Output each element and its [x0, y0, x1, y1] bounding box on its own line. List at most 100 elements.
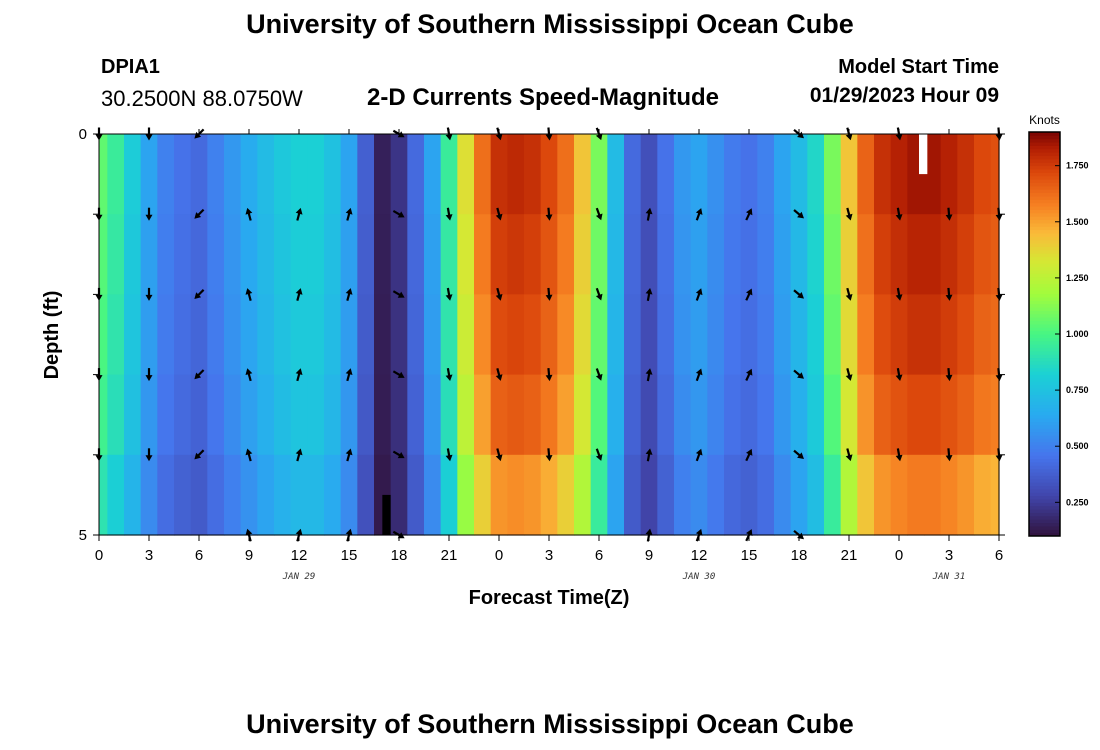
heatmap-cell: [374, 214, 392, 295]
heatmap-cell: [607, 294, 625, 376]
colorbar-swatch: [1029, 492, 1060, 497]
current-arrow: [845, 207, 853, 221]
x-tick-label: 6: [195, 547, 203, 564]
colorbar-swatch: [1029, 135, 1060, 140]
colorbar-swatch: [1029, 340, 1060, 345]
heatmap-cell: [574, 294, 592, 376]
heatmap-cell: [157, 294, 175, 376]
missing-data-cell: [382, 494, 391, 535]
x-tick-label: 0: [95, 547, 103, 564]
heatmap-cell: [690, 134, 708, 215]
colorbar-swatch: [1029, 468, 1060, 473]
colorbar-swatch: [1029, 529, 1060, 534]
colorbar-swatch: [1029, 185, 1060, 190]
heatmap-cell: [990, 454, 1000, 536]
heatmap-cell: [524, 214, 542, 295]
heatmap-cell: [924, 294, 942, 376]
heatmap-cell: [340, 374, 358, 456]
current-arrow: [793, 128, 804, 139]
current-arrow: [445, 287, 453, 301]
x-tick-label: 21: [841, 547, 858, 564]
station-id: DPIA1: [101, 56, 160, 78]
current-arrow: [945, 207, 953, 221]
x-tick-label: 18: [791, 547, 808, 564]
heatmap-cell: [157, 214, 175, 295]
heatmap-cell: [624, 134, 642, 215]
current-arrow: [695, 368, 703, 382]
current-arrow: [345, 448, 353, 462]
colorbar-swatch: [1029, 394, 1060, 399]
heatmap-cell: [824, 374, 842, 456]
heatmap-cell: [407, 294, 425, 376]
current-arrow: [793, 369, 804, 379]
heatmap-cell: [107, 374, 125, 456]
heatmap-cell: [274, 374, 292, 456]
current-arrow: [845, 368, 853, 381]
colorbar-swatch: [1029, 226, 1060, 231]
colorbar-swatch: [1029, 263, 1060, 268]
heatmap-cell: [757, 134, 775, 215]
heatmap-cell: [557, 294, 575, 376]
current-arrow: [845, 287, 853, 301]
heatmap-cell: [224, 214, 242, 295]
colorbar-swatch: [1029, 327, 1060, 332]
heatmap-cell: [907, 454, 925, 536]
heatmap-cell: [390, 454, 408, 536]
heatmap-cell: [124, 214, 142, 295]
colorbar-swatch: [1029, 485, 1060, 490]
current-arrow: [595, 207, 603, 221]
heatmap-cell: [657, 374, 675, 456]
heatmap-cell: [324, 454, 342, 536]
heatmap-cell: [307, 294, 325, 376]
heatmap-cell: [107, 294, 125, 376]
heatmap-cell: [790, 214, 808, 295]
colorbar-swatch: [1029, 229, 1060, 234]
heatmap-cell: [590, 134, 608, 215]
current-arrow: [495, 368, 503, 381]
heatmap-cell: [424, 134, 442, 215]
colorbar-swatch: [1029, 384, 1060, 389]
heatmap-cell: [124, 454, 142, 536]
heatmap-cell: [724, 454, 742, 536]
heatmap-cell: [657, 454, 675, 536]
heatmap-cell: [357, 454, 375, 536]
heatmap-cell: [707, 214, 725, 295]
heatmap-cell: [440, 134, 458, 215]
colorbar-swatch: [1029, 478, 1060, 483]
heatmap-cell: [724, 134, 742, 215]
current-arrow: [194, 208, 205, 219]
heatmap-cell: [740, 294, 758, 376]
colorbar-swatch: [1029, 307, 1060, 311]
heatmap-cell: [774, 454, 792, 536]
date-label: JAN 29: [282, 572, 316, 582]
heatmap-cell: [990, 294, 1000, 376]
heatmap-cell: [974, 454, 992, 536]
current-arrow: [545, 368, 553, 382]
current-arrow: [745, 208, 753, 221]
heatmap-cell: [474, 454, 492, 536]
heatmap-cell: [890, 374, 908, 456]
heatmap-cell: [324, 294, 342, 376]
current-arrow: [194, 369, 205, 380]
colorbar-swatch: [1029, 435, 1060, 439]
heatmap-cell: [774, 374, 792, 456]
heatmap-cell: [190, 374, 208, 456]
heatmap-cell: [507, 294, 525, 376]
heatmap-cell: [824, 294, 842, 376]
colorbar-swatch: [1029, 475, 1060, 480]
current-arrow: [595, 368, 603, 381]
heatmap-cell: [307, 454, 325, 536]
colorbar-swatch: [1029, 212, 1060, 217]
colorbar-swatch: [1029, 364, 1060, 369]
heatmap-cell: [507, 454, 525, 536]
heatmap-cell: [140, 294, 158, 376]
heatmap-cell: [240, 294, 258, 376]
colorbar-swatch: [1029, 505, 1060, 510]
colorbar-swatch: [1029, 239, 1060, 244]
heatmap-cell: [907, 214, 925, 295]
heatmap-cell: [290, 374, 308, 456]
heatmap-cell: [957, 374, 975, 456]
heatmap-cell: [757, 214, 775, 295]
colorbar-swatch: [1029, 472, 1060, 476]
colorbar: Knots 0.250 0.500 0.750 1.000 1.250 1.500 1.750: [1028, 113, 1089, 537]
